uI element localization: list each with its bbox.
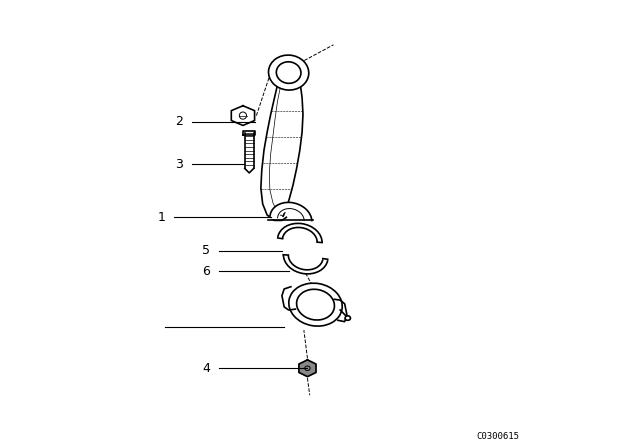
Text: 6: 6 bbox=[202, 264, 210, 278]
Text: 1: 1 bbox=[157, 211, 165, 224]
Polygon shape bbox=[299, 360, 316, 377]
Polygon shape bbox=[269, 203, 312, 221]
Ellipse shape bbox=[269, 55, 308, 90]
Polygon shape bbox=[261, 81, 303, 220]
Text: C0300615: C0300615 bbox=[476, 432, 519, 441]
Text: 4: 4 bbox=[202, 362, 210, 375]
Text: 2: 2 bbox=[175, 115, 183, 129]
Ellipse shape bbox=[276, 62, 301, 83]
Text: 3: 3 bbox=[175, 158, 183, 171]
Ellipse shape bbox=[289, 283, 342, 326]
Polygon shape bbox=[231, 106, 255, 125]
Ellipse shape bbox=[345, 316, 351, 320]
Text: 5: 5 bbox=[202, 244, 210, 258]
Polygon shape bbox=[243, 131, 255, 135]
